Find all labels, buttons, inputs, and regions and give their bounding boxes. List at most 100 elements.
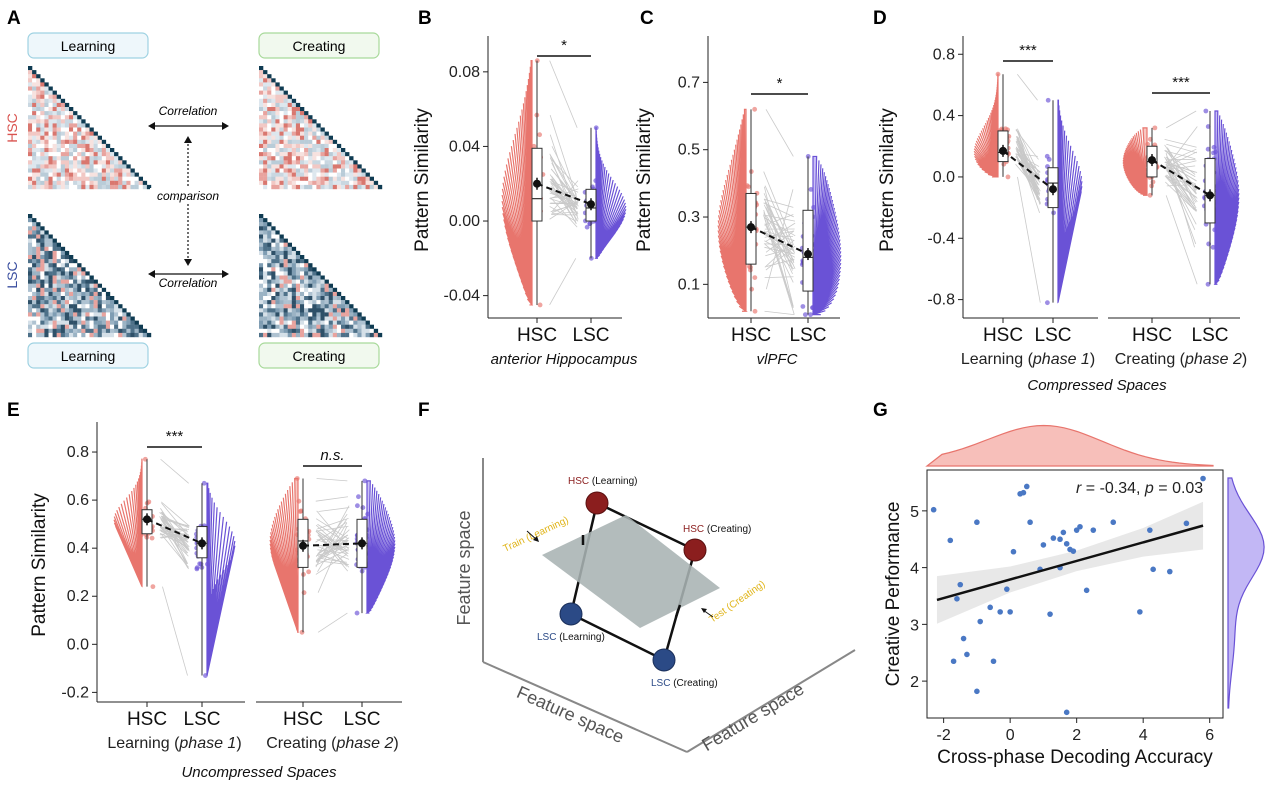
matrix-cell xyxy=(130,316,135,321)
matrix-cell xyxy=(60,255,66,260)
matrix-cell xyxy=(332,168,338,173)
matrix-cell xyxy=(267,250,272,256)
matrix-cell xyxy=(36,94,41,99)
matrix-cell xyxy=(279,123,284,128)
matrix-cell xyxy=(28,328,33,334)
matrix-cell xyxy=(81,324,86,329)
correlation-label-top: Correlation xyxy=(159,104,218,118)
matrix-cell xyxy=(32,226,37,231)
matrix-cell xyxy=(279,160,284,165)
matrix-cell xyxy=(345,324,350,329)
matrix-cell xyxy=(328,324,333,329)
matrix-cell xyxy=(48,135,53,140)
matrix-cell xyxy=(40,291,45,297)
pair-line xyxy=(316,478,348,482)
matrix-cell xyxy=(40,263,45,268)
y-tick-label: 0.00 xyxy=(449,213,480,230)
lsc-point xyxy=(808,187,814,192)
matrix-cell xyxy=(69,119,74,124)
matrix-cell xyxy=(56,139,61,145)
matrix-cell xyxy=(283,107,288,112)
matrix-cell xyxy=(64,184,70,190)
matrix-cell xyxy=(308,279,313,284)
matrix-cell xyxy=(275,143,280,149)
scatter-point xyxy=(947,537,954,544)
matrix-cell xyxy=(69,300,74,305)
matrix-cell xyxy=(114,176,119,181)
matrix-cell xyxy=(271,156,276,161)
matrix-cell xyxy=(89,283,94,288)
matrix-cell xyxy=(304,279,309,284)
matrix-cell xyxy=(365,328,370,334)
matrix-cell xyxy=(28,324,33,329)
matrix-cell xyxy=(287,148,292,153)
matrix-cell xyxy=(291,102,297,108)
pair-line xyxy=(764,310,795,316)
matrix-cell xyxy=(32,143,37,149)
matrix-cell xyxy=(81,312,86,317)
matrix-cell xyxy=(300,296,305,301)
matrix-cell xyxy=(138,176,143,181)
matrix-cell xyxy=(105,296,111,301)
matrix-cell xyxy=(308,308,313,313)
matrix-cell xyxy=(312,308,317,313)
pair-line xyxy=(316,560,349,566)
learning-label-box-bottom xyxy=(27,342,149,369)
matrix-cell xyxy=(44,164,49,169)
matrix-cell xyxy=(271,135,276,140)
matrix-cell xyxy=(328,283,333,288)
matrix-cell xyxy=(44,168,49,173)
matrix-cell xyxy=(93,148,98,153)
matrix-cell xyxy=(283,324,288,329)
matrix-cell xyxy=(142,184,148,190)
matrix-cell xyxy=(275,296,280,301)
matrix-cell xyxy=(320,180,325,186)
significance-label: * xyxy=(561,37,567,54)
matrix-cell xyxy=(275,127,280,132)
matrix-cell xyxy=(300,127,305,132)
matrix-cell xyxy=(304,131,309,136)
matrix-cell xyxy=(40,271,45,276)
matrix-cell xyxy=(283,275,288,280)
matrix-cell xyxy=(308,168,313,173)
matrix-cell xyxy=(312,143,317,149)
matrix-cell xyxy=(361,176,366,181)
matrix-cell xyxy=(308,139,313,145)
matrix-cell xyxy=(345,312,350,317)
matrix-cell xyxy=(64,312,70,317)
matrix-cell xyxy=(349,324,354,329)
matrix-cell xyxy=(332,308,338,313)
matrix-cell xyxy=(44,115,49,120)
pair-line xyxy=(763,204,794,269)
matrix-cell xyxy=(328,300,333,305)
matrix-cell xyxy=(279,152,284,157)
matrix-cell xyxy=(77,143,82,149)
matrix-cell xyxy=(110,176,115,181)
matrix-cell xyxy=(93,135,98,140)
matrix-cell xyxy=(295,275,301,280)
matrix-cell xyxy=(283,119,288,124)
matrix-cell xyxy=(56,107,61,112)
matrix-cell xyxy=(28,263,33,268)
matrix-cell xyxy=(48,184,53,190)
matrix-cell xyxy=(328,139,333,145)
matrix-cell xyxy=(101,156,107,161)
matrix-cell xyxy=(28,148,33,153)
matrix-cell xyxy=(60,102,66,108)
matrix-cell xyxy=(283,308,288,313)
matrix-cell xyxy=(60,119,66,124)
matrix-cell xyxy=(320,127,325,132)
matrix-cell xyxy=(283,98,288,104)
matrix-cell xyxy=(295,283,301,288)
matrix-cell xyxy=(259,180,264,186)
matrix-cell xyxy=(263,180,268,186)
arrowhead-right-top xyxy=(222,122,229,130)
matrix-cell xyxy=(259,148,264,153)
matrix-cell xyxy=(259,90,264,95)
matrix-cell xyxy=(64,300,70,305)
matrix-cell xyxy=(40,230,45,235)
matrix-cell xyxy=(295,131,301,136)
lsc-point xyxy=(810,305,815,311)
matrix-cell xyxy=(373,332,379,338)
matrix-cell xyxy=(312,316,317,321)
